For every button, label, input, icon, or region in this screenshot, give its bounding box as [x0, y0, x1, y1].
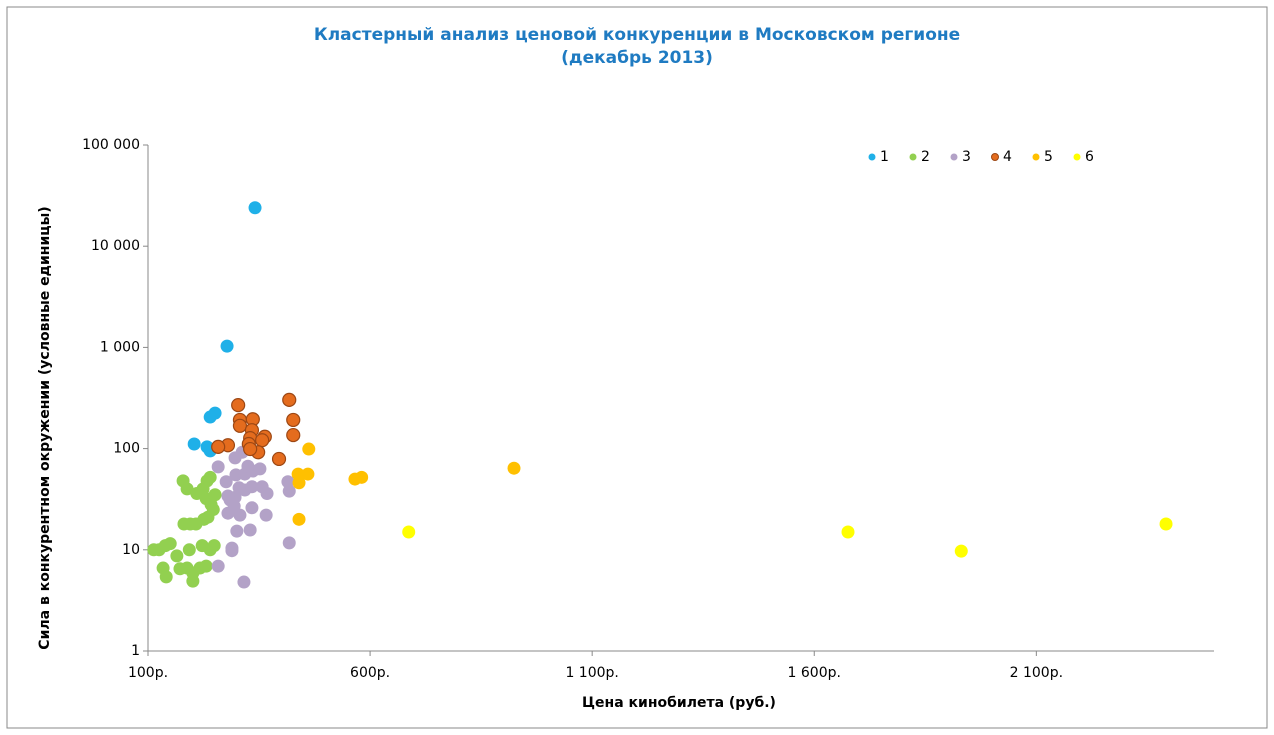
point	[281, 475, 295, 489]
point	[286, 412, 301, 428]
point	[231, 398, 246, 413]
point	[260, 487, 274, 501]
point	[208, 488, 222, 502]
legend-label: 5	[1044, 149, 1053, 165]
point	[232, 418, 248, 433]
chart-title: Кластерный анализ ценовой конкуренции в …	[314, 25, 960, 45]
x-tick-label: 2 100р.	[1010, 665, 1063, 681]
point	[253, 462, 267, 476]
point	[245, 480, 259, 494]
point	[841, 525, 855, 539]
legend-marker	[1073, 153, 1081, 161]
point	[159, 570, 173, 584]
x-tick-label: 1 100р.	[565, 665, 618, 681]
point	[507, 461, 521, 475]
y-axis-title: Сила в конкурентном окружении (условные …	[37, 206, 53, 649]
point	[355, 470, 369, 484]
point	[227, 499, 241, 513]
point	[954, 544, 968, 558]
point	[286, 427, 301, 443]
legend-label: 1	[880, 149, 889, 165]
point	[302, 442, 316, 456]
point	[402, 525, 416, 539]
point	[203, 543, 217, 557]
point	[282, 536, 296, 550]
y-tick-label: 100	[113, 441, 140, 457]
legend-marker	[1032, 153, 1040, 161]
point	[163, 537, 177, 551]
point	[186, 574, 200, 588]
point	[292, 512, 306, 526]
y-tick-label: 1	[131, 643, 140, 659]
y-tick-label: 100 000	[82, 137, 140, 153]
point	[170, 549, 184, 563]
point	[259, 508, 273, 522]
point	[230, 524, 244, 538]
point	[245, 501, 259, 515]
point	[1159, 517, 1173, 531]
point	[248, 201, 262, 215]
point	[219, 475, 233, 489]
legend-label: 2	[921, 149, 930, 165]
point	[199, 559, 213, 573]
point	[255, 433, 270, 448]
y-tick-label: 1 000	[100, 339, 140, 355]
point	[147, 543, 161, 557]
point	[203, 470, 217, 484]
legend-label: 6	[1085, 149, 1094, 165]
x-tick-label: 600р.	[350, 665, 390, 681]
point	[243, 441, 258, 457]
point	[292, 476, 306, 490]
x-tick-label: 100р.	[128, 665, 168, 681]
point	[182, 543, 196, 557]
point	[301, 467, 315, 481]
point	[180, 482, 194, 496]
point	[243, 523, 257, 537]
x-axis-title: Цена кинобилета (руб.)	[582, 695, 776, 711]
point	[211, 460, 225, 474]
chart-subtitle: (декабрь 2013)	[561, 48, 713, 68]
legend-label: 4	[1003, 149, 1012, 165]
y-tick-label: 10 000	[91, 238, 140, 254]
point	[187, 437, 201, 451]
point	[220, 339, 234, 353]
point	[211, 559, 225, 573]
y-tick-label: 10	[122, 542, 140, 558]
point	[237, 575, 251, 589]
point	[211, 439, 226, 454]
legend-marker	[868, 153, 876, 161]
point	[241, 459, 255, 473]
x-tick-label: 1 600р.	[788, 665, 841, 681]
point	[203, 410, 217, 424]
legend-label: 3	[962, 149, 971, 165]
legend-marker	[909, 153, 917, 161]
legend-marker	[950, 153, 958, 161]
point	[189, 517, 203, 531]
point	[225, 544, 239, 558]
legend-marker	[991, 153, 999, 161]
point	[221, 489, 235, 503]
point	[232, 481, 246, 495]
chart-border	[6, 6, 1268, 729]
point	[271, 451, 287, 467]
point	[282, 392, 297, 407]
